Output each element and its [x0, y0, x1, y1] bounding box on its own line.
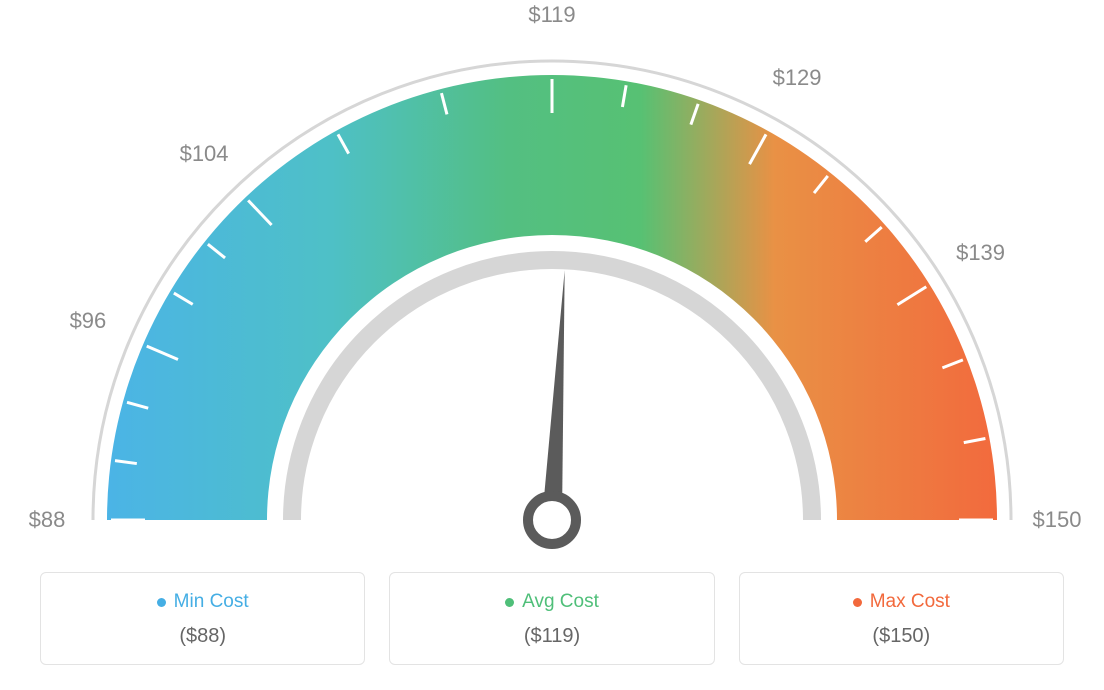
legend-value-avg: ($119)	[400, 625, 703, 648]
legend-label-avg: Avg Cost	[522, 591, 599, 613]
legend-card-min: Min Cost ($88)	[40, 572, 365, 665]
legend-card-avg: Avg Cost ($119)	[389, 572, 714, 665]
legend-dot-avg	[505, 598, 514, 607]
legend-row: Min Cost ($88) Avg Cost ($119) Max Cost …	[40, 572, 1064, 665]
legend-dot-max	[853, 598, 862, 607]
gauge-svg	[0, 0, 1104, 560]
gauge-tick-label: $96	[70, 308, 107, 334]
legend-label-max: Max Cost	[870, 591, 950, 613]
gauge-tick-label: $150	[1033, 507, 1082, 533]
gauge-chart: $88 $96 $104 $119 $129 $139 $150	[0, 0, 1104, 560]
legend-value-min: ($88)	[51, 625, 354, 648]
legend-label-min: Min Cost	[174, 591, 249, 613]
legend-value-max: ($150)	[750, 625, 1053, 648]
gauge-tick-label: $104	[180, 141, 229, 167]
gauge-tick-label: $119	[528, 2, 575, 28]
gauge-tick-label: $129	[773, 65, 822, 91]
gauge-tick-label: $88	[29, 507, 66, 533]
legend-dot-min	[157, 598, 166, 607]
gauge-tick-label: $139	[956, 240, 1005, 266]
legend-card-max: Max Cost ($150)	[739, 572, 1064, 665]
